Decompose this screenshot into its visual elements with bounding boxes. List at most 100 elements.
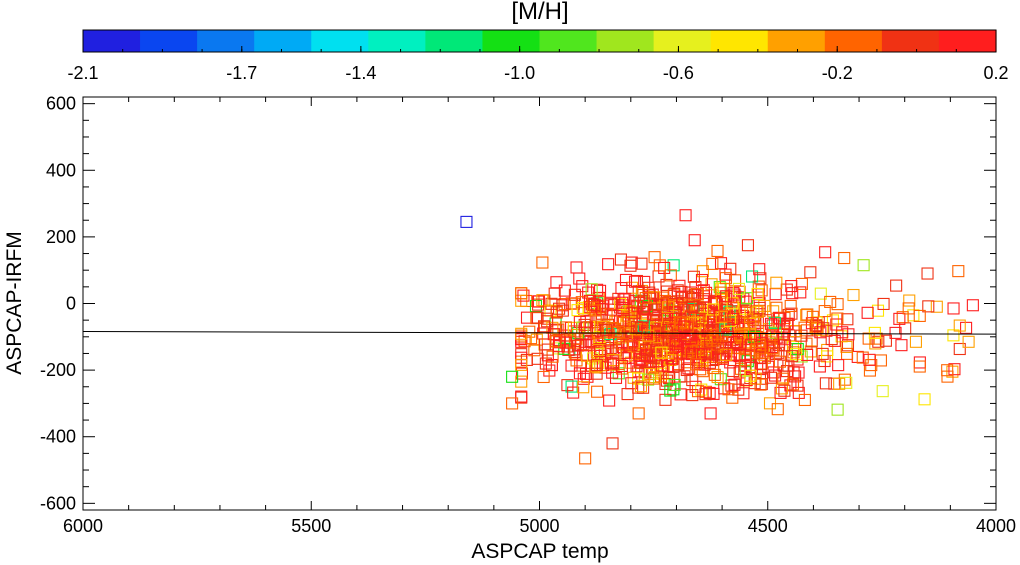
data-point	[664, 269, 677, 282]
data-point	[662, 301, 675, 314]
data-point	[671, 284, 684, 297]
colorbar-tick-label: -1.4	[345, 63, 376, 83]
data-point	[578, 318, 591, 331]
data-point	[751, 287, 764, 301]
data-point	[546, 350, 559, 363]
data-point	[739, 304, 752, 317]
data-point	[833, 377, 846, 390]
data-point	[515, 367, 529, 380]
data-point	[686, 300, 699, 313]
colorbar-tick-label: -0.2	[822, 63, 853, 83]
data-point	[727, 364, 740, 378]
data-point	[562, 343, 575, 356]
data-point	[890, 279, 903, 292]
data-point	[617, 316, 630, 329]
data-point	[715, 311, 728, 324]
data-point	[948, 363, 961, 376]
data-point	[634, 380, 648, 393]
data-point	[680, 329, 693, 342]
data-point	[719, 323, 732, 336]
data-point	[740, 373, 753, 387]
data-point	[707, 387, 720, 400]
data-point	[798, 393, 811, 407]
data-point	[781, 317, 794, 331]
data-point	[711, 244, 724, 258]
data-point	[863, 353, 876, 366]
data-point	[840, 340, 853, 354]
x-tick-label: 5000	[519, 516, 559, 536]
data-point	[726, 297, 739, 310]
data-point	[784, 299, 797, 313]
data-point	[660, 374, 674, 387]
data-point	[603, 394, 616, 407]
data-point	[755, 377, 768, 391]
data-point	[678, 370, 691, 383]
colorbar-segment	[653, 30, 712, 52]
data-point	[619, 273, 633, 287]
data-point	[639, 291, 652, 305]
data-point	[841, 347, 854, 360]
data-point	[831, 298, 844, 311]
data-point	[941, 364, 954, 377]
data-point	[590, 358, 603, 372]
data-point	[947, 302, 960, 315]
data-point	[753, 301, 766, 314]
data-point	[649, 313, 662, 326]
data-point	[577, 381, 590, 394]
data-point	[517, 289, 530, 302]
data-point	[704, 335, 717, 348]
data-point	[631, 299, 644, 312]
data-point	[772, 346, 785, 359]
data-point	[735, 329, 748, 342]
data-point	[805, 335, 818, 348]
y-tick-label: -600	[40, 493, 76, 513]
data-point	[746, 270, 759, 283]
data-point	[688, 234, 701, 247]
data-point	[752, 280, 765, 293]
data-point	[547, 328, 560, 341]
data-point	[696, 354, 709, 367]
data-point	[820, 324, 833, 337]
data-point	[748, 314, 761, 327]
data-point	[771, 403, 784, 416]
colorbar-segment	[539, 30, 598, 52]
data-point	[655, 359, 668, 372]
x-tick-label: 6000	[63, 516, 103, 536]
data-point	[647, 372, 660, 385]
data-point	[690, 287, 703, 301]
data-point	[661, 359, 675, 373]
data-point	[952, 265, 965, 278]
data-point	[591, 385, 604, 398]
data-point	[966, 299, 979, 312]
data-point	[779, 339, 792, 352]
data-point	[552, 340, 565, 353]
y-tick-label: 200	[46, 227, 76, 247]
data-point	[561, 340, 574, 353]
data-point	[842, 328, 855, 341]
data-point	[594, 284, 607, 297]
data-point	[749, 321, 762, 334]
data-point	[515, 375, 528, 388]
data-point	[692, 323, 705, 336]
data-point	[720, 290, 733, 303]
data-point	[814, 287, 827, 300]
plot-frame	[82, 96, 997, 511]
data-point	[615, 282, 628, 295]
data-point	[828, 377, 841, 390]
data-point	[623, 339, 636, 352]
data-point	[579, 452, 592, 465]
y-tick-label: -400	[40, 427, 76, 447]
y-axis-label: ASPCAP-IRFM	[3, 231, 26, 375]
y-tick-label: 600	[46, 94, 76, 114]
data-point	[913, 360, 926, 373]
data-point	[960, 321, 973, 334]
axis-ticks	[82, 97, 997, 510]
colorbar-segment	[881, 30, 940, 52]
data-point	[711, 370, 724, 384]
data-point	[573, 367, 586, 380]
data-point	[727, 312, 740, 325]
colorbar-tick-labels: -2.1 -1.7 -1.4 -1.0 -0.6 -0.2 0.2	[67, 63, 1008, 83]
data-point	[746, 313, 759, 326]
data-point	[614, 253, 627, 266]
colorbar-tick-label: -0.6	[663, 63, 694, 83]
